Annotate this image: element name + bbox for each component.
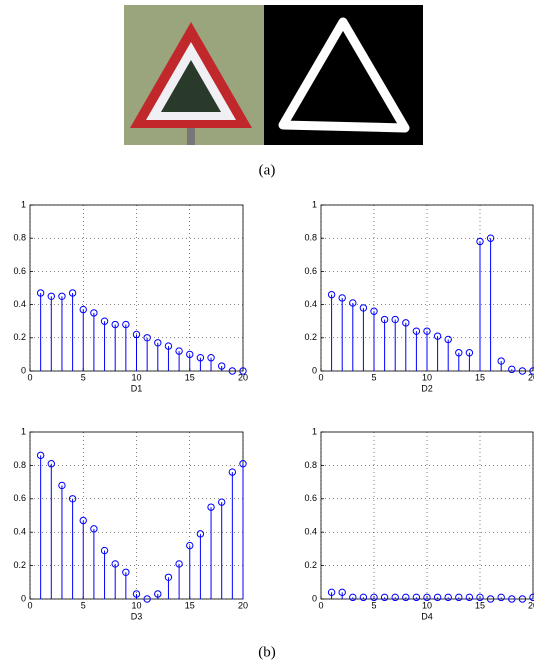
x-axis-label: D2 [421,383,433,393]
x-tick-label: 10 [422,600,432,610]
x-tick-label: 0 [27,372,32,382]
y-tick-label: 0 [312,365,317,375]
y-tick-label: 0.4 [304,527,317,537]
x-axis-label: D4 [421,611,433,621]
y-tick-label: 0.8 [304,460,317,470]
y-tick-label: 0.8 [13,460,26,470]
y-tick-label: 0.6 [13,266,26,276]
y-tick-label: 1 [21,199,26,209]
plot-area [321,432,533,599]
y-tick-label: 0.4 [304,299,317,309]
x-axis-label: D3 [131,611,143,621]
y-tick-label: 0 [21,365,26,375]
x-tick-label: 20 [528,600,534,610]
x-axis-label: D1 [131,383,143,393]
y-tick-label: 0.2 [13,560,26,570]
figure: (a) (b) 0510152000.20.40.60.81D105101520… [0,0,534,667]
x-tick-label: 0 [27,600,32,610]
x-tick-label: 15 [185,600,195,610]
x-tick-label: 15 [185,372,195,382]
caption: (a) [259,162,276,178]
y-tick-label: 0 [21,593,26,603]
x-tick-label: 10 [131,372,141,382]
y-tick-label: 1 [312,199,317,209]
y-tick-label: 0.8 [13,233,26,243]
y-tick-label: 0.2 [304,332,317,342]
x-tick-label: 5 [81,372,86,382]
x-tick-label: 15 [475,600,485,610]
y-tick-label: 0.6 [304,266,317,276]
caption: (b) [258,644,276,660]
x-tick-label: 10 [131,600,141,610]
y-tick-label: 0.6 [13,493,26,503]
y-tick-label: 0.6 [304,493,317,503]
y-tick-label: 1 [312,426,317,436]
y-tick-label: 0 [312,593,317,603]
x-tick-label: 20 [238,600,248,610]
sign-mask [264,5,423,145]
y-tick-label: 0.4 [13,299,26,309]
x-tick-label: 15 [475,372,485,382]
x-tick-label: 10 [422,372,432,382]
y-tick-label: 0.2 [13,332,26,342]
y-tick-label: 0.8 [304,233,317,243]
y-tick-label: 0.4 [13,527,26,537]
x-tick-label: 5 [371,372,376,382]
y-tick-label: 1 [21,426,26,436]
x-tick-label: 0 [318,372,323,382]
x-tick-label: 0 [318,600,323,610]
y-tick-label: 0.2 [304,560,317,570]
x-tick-label: 5 [371,600,376,610]
x-tick-label: 5 [81,600,86,610]
sign-photo [124,5,264,145]
